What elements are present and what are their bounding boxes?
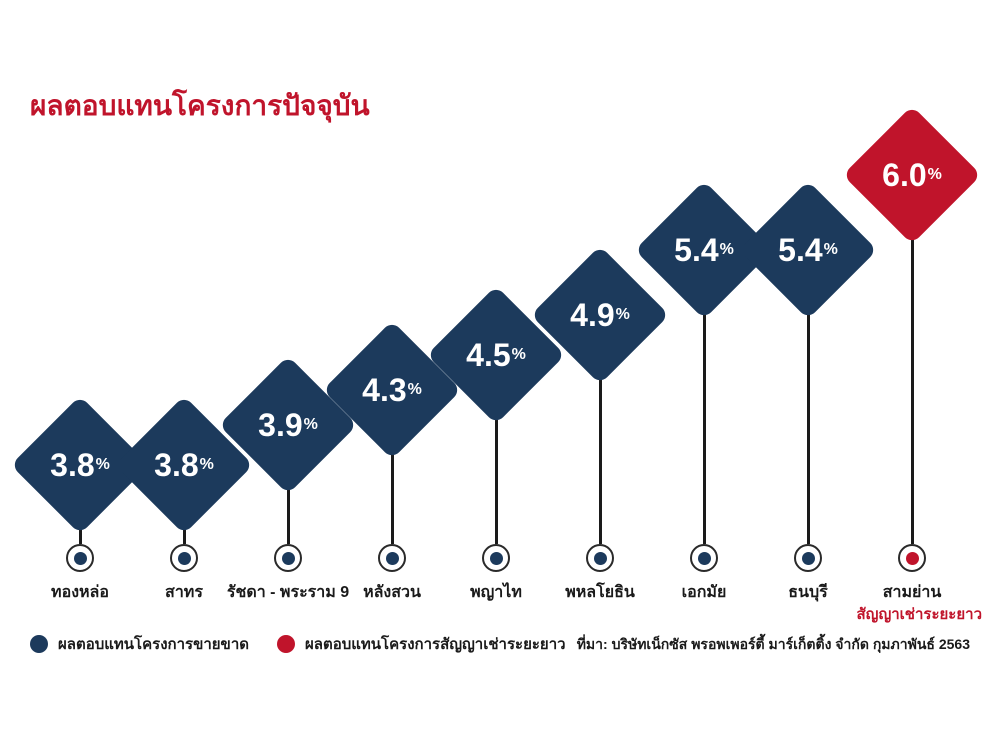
base-dot [698, 552, 711, 565]
legend-label: ผลตอบแทนโครงการขายขาด [58, 632, 249, 656]
base-marker [794, 544, 822, 572]
value-label: 5.4% [759, 201, 857, 299]
value-label: 4.9% [551, 266, 649, 364]
base-marker [690, 544, 718, 572]
stem [495, 404, 498, 544]
stem [911, 224, 914, 544]
chart-point: 3.8% [129, 416, 239, 572]
chart-point: 3.8% [25, 416, 135, 572]
stem [599, 364, 602, 544]
legend: ผลตอบแทนโครงการขายขาด ผลตอบแทนโครงการสัญญ… [30, 632, 584, 656]
base-marker [66, 544, 94, 572]
chart-point: 4.5% [441, 306, 551, 572]
base-marker [378, 544, 406, 572]
value-label: 4.3% [343, 341, 441, 439]
base-dot [282, 552, 295, 565]
value-label: 3.8% [31, 416, 129, 514]
base-dot [74, 552, 87, 565]
value-label: 5.4% [655, 201, 753, 299]
value-label: 4.5% [447, 306, 545, 404]
value-label: 3.8% [135, 416, 233, 514]
stem [807, 299, 810, 544]
chart-point: 4.3% [337, 341, 447, 572]
base-marker [274, 544, 302, 572]
chart-point: 6.0% [857, 126, 967, 572]
chart-point: 5.4% [649, 201, 759, 572]
base-marker [482, 544, 510, 572]
base-dot [802, 552, 815, 565]
base-marker [170, 544, 198, 572]
legend-dot [277, 635, 295, 653]
base-marker [586, 544, 614, 572]
base-dot [490, 552, 503, 565]
legend-dot [30, 635, 48, 653]
stem [703, 299, 706, 544]
base-marker [898, 544, 926, 572]
base-dot [386, 552, 399, 565]
base-dot [178, 552, 191, 565]
value-label: 6.0% [863, 126, 961, 224]
base-dot [594, 552, 607, 565]
category-sublabel: สัญญาเช่าระยะยาว [857, 602, 982, 626]
legend-label: ผลตอบแทนโครงการสัญญาเช่าระยะยาว [305, 632, 566, 656]
value-label: 3.9% [239, 376, 337, 474]
chart-point: 5.4% [753, 201, 863, 572]
source-text: ที่มา: บริษัทเน็กซัส พรอพเพอร์ตี้ มาร์เก… [577, 634, 970, 656]
base-dot [906, 552, 919, 565]
chart-point: 4.9% [545, 266, 655, 572]
chart-point: 3.9% [233, 376, 343, 572]
